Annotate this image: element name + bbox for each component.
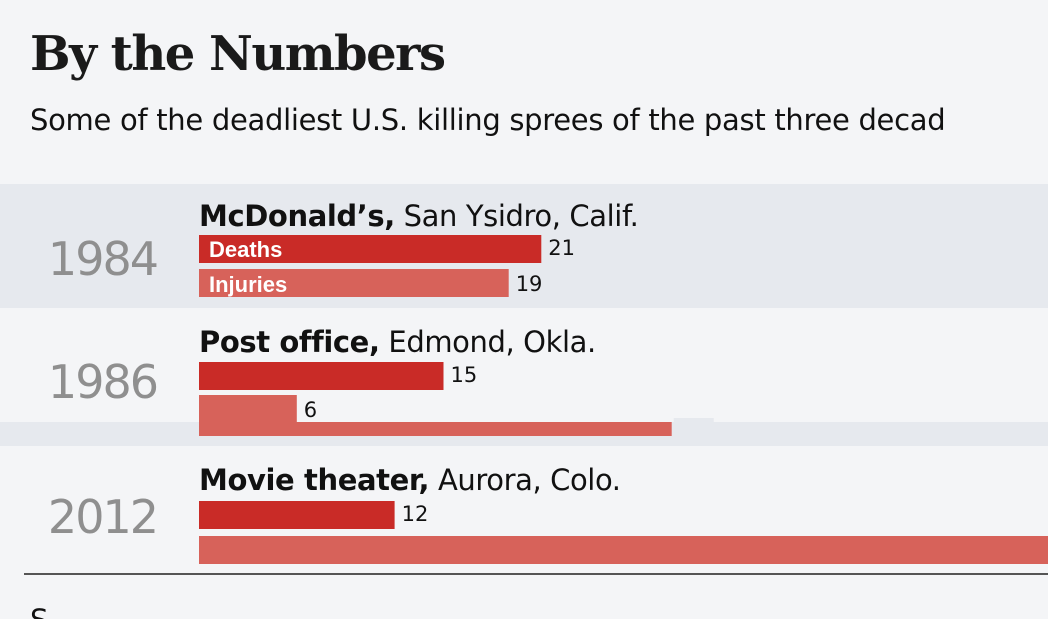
location-label-2012: Movie theater, Aurora, Colo. [199, 463, 621, 497]
injuries-value-1986: 6 [304, 398, 317, 422]
chart-subtitle: Some of the deadliest U.S. killing spree… [30, 103, 946, 137]
injuries-value-1984: 19 [516, 272, 543, 296]
injuries-bar-2012 [199, 536, 1048, 564]
deaths-bar-2012 [199, 501, 395, 529]
location-label-1984: McDonald’s, San Ysidro, Calif. [199, 199, 638, 233]
deaths-value-1986: 15 [451, 363, 478, 387]
year-label-2012: 2012 [48, 490, 157, 544]
location-name: McDonald’s, [199, 199, 395, 233]
location-name: Movie theater, [199, 463, 429, 497]
location-label-1986: Post office, Edmond, Okla. [199, 325, 596, 359]
location-city: Aurora, Colo. [429, 463, 621, 497]
year-label-1986: 1986 [48, 355, 157, 409]
source-note: S [30, 603, 48, 619]
year-label-1984: 1984 [48, 232, 157, 286]
injuries-bar-1986 [199, 395, 297, 423]
injuries-bar-1984 [199, 269, 509, 297]
chart-title: By the Numbers [30, 26, 446, 82]
deaths-value-1984: 21 [548, 236, 575, 260]
location-city: Edmond, Okla. [380, 325, 596, 359]
deaths-bar-1984 [199, 235, 542, 263]
location-city: San Ysidro, Calif. [395, 199, 639, 233]
partial-label-mask [673, 418, 714, 430]
location-name: Post office, [199, 325, 380, 359]
deaths-value-2012: 12 [402, 502, 429, 526]
injuries-series-label: Injuries [209, 272, 287, 297]
deaths-series-label: Deaths [209, 237, 282, 262]
partial-injuries-bar [199, 422, 672, 436]
deaths-bar-1986 [199, 362, 444, 390]
bottom-rule [24, 573, 1048, 575]
